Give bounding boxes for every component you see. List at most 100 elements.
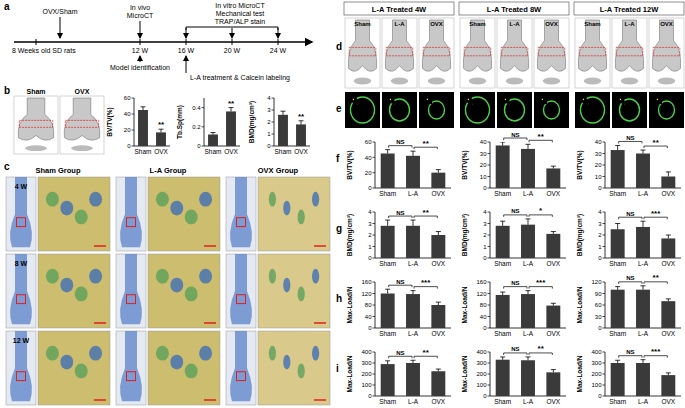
label: Mechanical test (216, 10, 265, 17)
label: MicroCT (127, 12, 154, 19)
error-bar (615, 360, 620, 363)
calcein-ring (505, 99, 525, 121)
bar-chart: 04080120160Max-Load/NShamL-AOVXNS*** (461, 278, 566, 337)
error-line (553, 370, 554, 373)
image-frame (419, 18, 454, 88)
significance: * (539, 206, 543, 215)
y-tick (272, 98, 275, 99)
y-tick-label: 3 (267, 107, 271, 113)
bar (156, 132, 166, 146)
image-frame (497, 92, 532, 128)
bar (521, 360, 535, 396)
error-bar (526, 357, 531, 360)
column-header: OVX Group (258, 166, 299, 175)
histology-image (258, 331, 330, 405)
x-tick-label: Sham (379, 398, 396, 405)
calcein-ring (351, 97, 375, 123)
bar (406, 156, 420, 188)
bar-chart: 0204060BV/TV(%)ShamL-AOVXNS** (346, 139, 451, 197)
y-tick (603, 246, 606, 247)
y-tick-label: 0 (368, 325, 372, 331)
error-bar (666, 172, 671, 177)
bar (431, 173, 445, 188)
sig-bracket (389, 216, 412, 218)
arrow (657, 99, 662, 104)
roi-box (501, 47, 528, 55)
error-line (502, 142, 503, 145)
y-axis-label: BMD(mg/cm³) (576, 214, 584, 256)
panel-label: d (336, 41, 342, 52)
microct-image (497, 18, 532, 88)
bone-section (120, 331, 142, 401)
y-tick (603, 235, 606, 236)
calcein-image (497, 92, 532, 128)
label: L-A treatment & Calcein labeling (190, 74, 290, 82)
error-bar (551, 166, 556, 168)
panel-label: c (4, 161, 10, 172)
bars (496, 142, 561, 188)
bar (278, 115, 288, 146)
sig-bracket (389, 146, 412, 148)
x-tick-label: Sham (135, 148, 152, 155)
error-bar (526, 219, 531, 225)
y-tick-label: 40 (480, 314, 487, 320)
x-tick-label: OVX (431, 190, 445, 197)
microct-image (419, 18, 454, 88)
tissue-blob (185, 287, 198, 302)
microct-image (345, 18, 380, 88)
y-tick-label: 1 (368, 244, 372, 250)
y-tick (373, 363, 376, 364)
image-frame (649, 18, 684, 88)
microct-image (382, 18, 417, 88)
y-tick (603, 188, 606, 189)
histology-image (38, 254, 110, 328)
arrow (542, 99, 547, 104)
panel-label: b (4, 85, 10, 96)
bar (406, 294, 420, 328)
error-bar (436, 232, 441, 235)
error-line (438, 302, 439, 305)
bar (521, 149, 535, 188)
significance: ** (653, 273, 660, 282)
error-bar (436, 369, 441, 371)
roi-box (349, 47, 376, 55)
image-frame (575, 92, 610, 128)
y-tick (272, 134, 275, 135)
y-tick-label: 0 (368, 185, 372, 191)
event-arrow (140, 56, 141, 62)
tissue-blob (89, 192, 102, 207)
y-tick-label: 160 (361, 279, 372, 285)
y-axis-label: Max-Load/N (346, 355, 353, 392)
image-label: L-A (510, 21, 521, 27)
timeline-label: 24 W (270, 47, 287, 54)
panel-label: a (4, 1, 10, 12)
error-bar (615, 287, 620, 290)
histology-image (116, 177, 146, 251)
y-tick-label: 0 (483, 393, 487, 399)
error-bar (641, 360, 646, 363)
roi-box (127, 295, 136, 304)
x-tick-label: OVX (546, 330, 560, 337)
y-tick-label: 30 (595, 151, 602, 157)
error-bar (411, 291, 416, 294)
image-frame (6, 254, 36, 328)
y-tick (488, 293, 491, 294)
bar (381, 364, 395, 396)
sig-bracket (504, 138, 527, 140)
y-tick-label: 300 (361, 360, 372, 366)
x-tick-label: Sham (205, 148, 222, 155)
time-header: L-A Treated 12W (600, 5, 659, 14)
histology-image (148, 254, 220, 328)
roi-box (127, 218, 136, 227)
x-tick-label: OVX (431, 398, 445, 405)
bar-chart: 0204060BV/TV(%)ShamOVX** (106, 95, 170, 155)
error-cap (281, 111, 286, 112)
x-tick-label: L-A (638, 398, 649, 405)
bone-shape (422, 20, 450, 71)
image-frame (6, 177, 36, 251)
trabecular-sample (658, 78, 676, 85)
bar (296, 124, 306, 146)
x-tick-label: Sham (609, 330, 626, 337)
calcein-image (382, 92, 417, 128)
y-tick (603, 352, 606, 353)
